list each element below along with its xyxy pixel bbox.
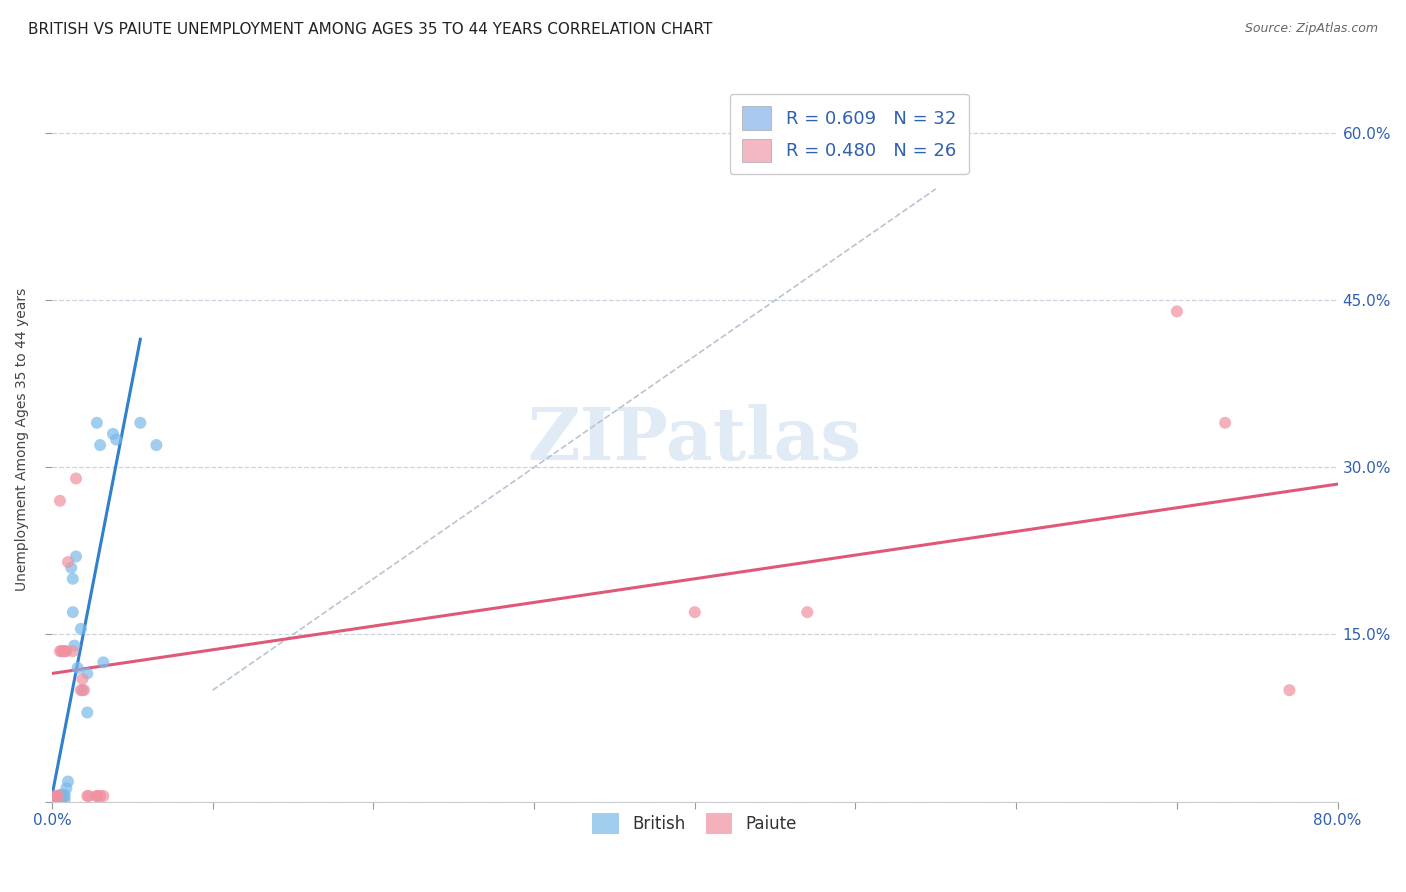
Point xyxy=(796,605,818,619)
Point xyxy=(45,790,67,805)
Point xyxy=(73,683,96,698)
Point xyxy=(1166,304,1188,318)
Point xyxy=(70,683,93,698)
Point xyxy=(93,789,115,803)
Point xyxy=(105,433,128,447)
Point xyxy=(56,555,79,569)
Point xyxy=(53,644,76,658)
Point xyxy=(55,781,77,796)
Point xyxy=(51,790,73,805)
Point xyxy=(70,622,93,636)
Legend: British, Paiute: British, Paiute xyxy=(582,803,807,844)
Point xyxy=(72,672,94,686)
Point xyxy=(101,426,124,441)
Point xyxy=(76,789,98,803)
Point xyxy=(53,788,76,802)
Point xyxy=(86,789,108,803)
Point xyxy=(145,438,167,452)
Point xyxy=(65,549,87,564)
Point xyxy=(86,789,108,803)
Point xyxy=(44,789,66,803)
Point xyxy=(76,706,98,720)
Point xyxy=(46,792,69,806)
Point xyxy=(65,471,87,485)
Text: BRITISH VS PAIUTE UNEMPLOYMENT AMONG AGES 35 TO 44 YEARS CORRELATION CHART: BRITISH VS PAIUTE UNEMPLOYMENT AMONG AGE… xyxy=(28,22,713,37)
Point xyxy=(49,792,72,806)
Y-axis label: Unemployment Among Ages 35 to 44 years: Unemployment Among Ages 35 to 44 years xyxy=(15,288,30,591)
Point xyxy=(63,639,86,653)
Point xyxy=(51,792,73,806)
Point xyxy=(1278,683,1301,698)
Point xyxy=(53,792,76,806)
Point xyxy=(60,560,83,574)
Point xyxy=(52,790,75,805)
Point xyxy=(1213,416,1236,430)
Point xyxy=(49,790,72,805)
Point xyxy=(89,789,111,803)
Point xyxy=(45,789,67,803)
Point xyxy=(62,605,84,619)
Point xyxy=(129,416,152,430)
Point xyxy=(56,774,79,789)
Point xyxy=(86,416,108,430)
Point xyxy=(46,790,69,805)
Text: ZIPatlas: ZIPatlas xyxy=(527,404,862,475)
Point xyxy=(62,644,84,658)
Point xyxy=(62,572,84,586)
Point xyxy=(49,644,72,658)
Point xyxy=(52,644,75,658)
Point xyxy=(72,683,94,698)
Point xyxy=(93,656,115,670)
Point xyxy=(46,789,69,803)
Point xyxy=(55,644,77,658)
Point xyxy=(89,438,111,452)
Point xyxy=(77,789,100,803)
Point xyxy=(683,605,706,619)
Point xyxy=(49,493,72,508)
Point xyxy=(44,792,66,806)
Point xyxy=(76,666,98,681)
Point xyxy=(49,788,72,802)
Text: Source: ZipAtlas.com: Source: ZipAtlas.com xyxy=(1244,22,1378,36)
Point xyxy=(51,644,73,658)
Point xyxy=(52,788,75,802)
Point xyxy=(66,661,89,675)
